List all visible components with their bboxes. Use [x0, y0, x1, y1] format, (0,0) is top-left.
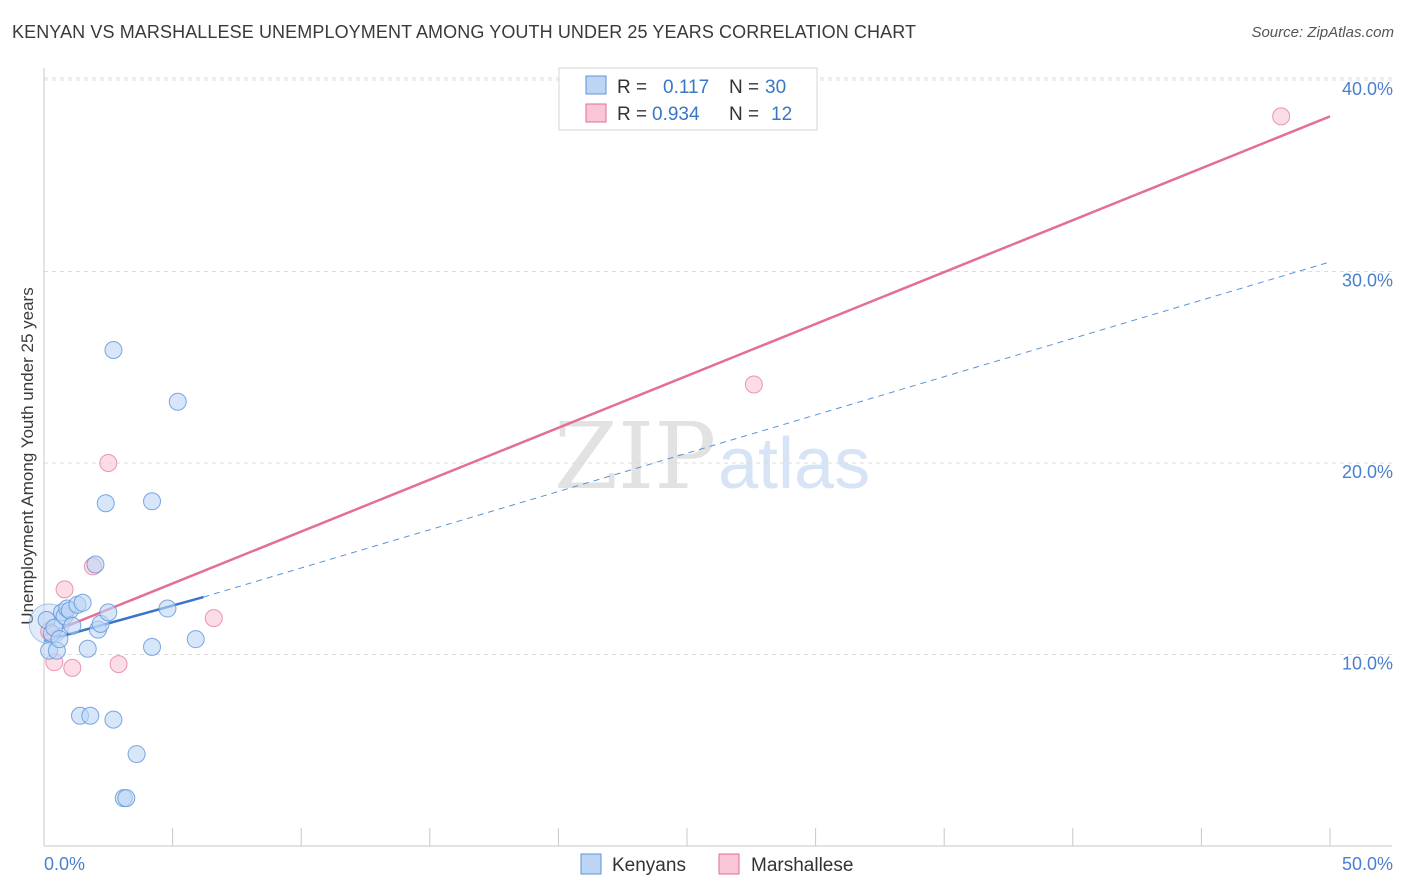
- source-label: Source: ZipAtlas.com: [1251, 24, 1394, 41]
- legend-n-value-marshallese: 12: [771, 104, 792, 125]
- kenyans-point: [50, 630, 69, 649]
- y-tick-label: 10.0%: [1342, 654, 1393, 674]
- marshallese-point: [109, 655, 128, 674]
- x-ticks: [43, 828, 1331, 846]
- marshallese-point: [55, 580, 74, 599]
- marshallese-trend-line: [43, 115, 1331, 637]
- x-tick-label-min: 0.0%: [44, 854, 85, 874]
- kenyans-point: [104, 710, 123, 729]
- kenyans-point: [81, 706, 100, 725]
- kenyans-point: [143, 637, 162, 656]
- legend-swatch-marshallese: [585, 103, 607, 123]
- bottom-legend-label-marshallese: Marshallese: [751, 855, 853, 876]
- legend-r-value-marshallese: 0.934: [652, 104, 700, 125]
- chart-title: KENYAN VS MARSHALLESE UNEMPLOYMENT AMONG…: [12, 22, 917, 42]
- bottom-legend-swatch-kenyans: [580, 853, 602, 875]
- y-axis-label: Unemployment Among Youth under 25 years: [18, 287, 37, 624]
- kenyans-point: [186, 630, 205, 649]
- data-points: [28, 107, 1291, 808]
- kenyans-trend-extension: [203, 261, 1331, 598]
- correlation-legend: R = 0.117 N = 30 R = 0.934 N = 12: [558, 67, 818, 131]
- kenyans-point: [143, 492, 162, 511]
- kenyans-point: [99, 603, 118, 622]
- kenyans-point: [168, 392, 187, 411]
- legend-n-label-kenyans: N =: [729, 77, 759, 98]
- kenyans-point: [86, 555, 105, 574]
- legend-r-value-kenyans: 0.117: [663, 77, 709, 98]
- marshallese-point: [204, 609, 223, 628]
- watermark-atlas: atlas: [718, 424, 870, 504]
- kenyans-point: [104, 341, 123, 360]
- trend-lines: [43, 115, 1331, 643]
- legend-n-value-kenyans: 30: [765, 77, 786, 98]
- legend-swatch-kenyans: [585, 75, 607, 95]
- kenyans-point: [127, 745, 146, 764]
- bottom-legend-label-kenyans: Kenyans: [612, 855, 686, 876]
- grid-lines: [44, 77, 1392, 655]
- y-tick-labels: 10.0% 20.0% 30.0% 40.0%: [1342, 79, 1393, 674]
- series-legend: Kenyans Marshallese: [580, 853, 853, 876]
- legend-r-label-marshallese: R =: [617, 104, 647, 125]
- y-tick-label: 40.0%: [1342, 79, 1393, 99]
- kenyans-point: [158, 599, 177, 618]
- watermark-zip: ZIP: [554, 403, 716, 510]
- axes: [43, 68, 1392, 847]
- kenyans-point: [117, 789, 136, 808]
- marshallese-point: [1272, 107, 1291, 126]
- kenyans-point: [78, 639, 97, 658]
- kenyans-point: [63, 616, 82, 635]
- x-tick-label-max: 50.0%: [1342, 854, 1393, 874]
- legend-r-label-kenyans: R =: [617, 77, 647, 98]
- bottom-legend-swatch-marshallese: [718, 853, 740, 875]
- y-tick-label: 30.0%: [1342, 271, 1393, 291]
- kenyans-point: [96, 494, 115, 513]
- legend-n-label-marshallese: N =: [729, 104, 759, 125]
- marshallese-point: [63, 658, 82, 677]
- y-tick-label: 20.0%: [1342, 462, 1393, 482]
- kenyans-point: [73, 593, 92, 612]
- marshallese-point: [99, 454, 118, 472]
- marshallese-point: [744, 375, 763, 394]
